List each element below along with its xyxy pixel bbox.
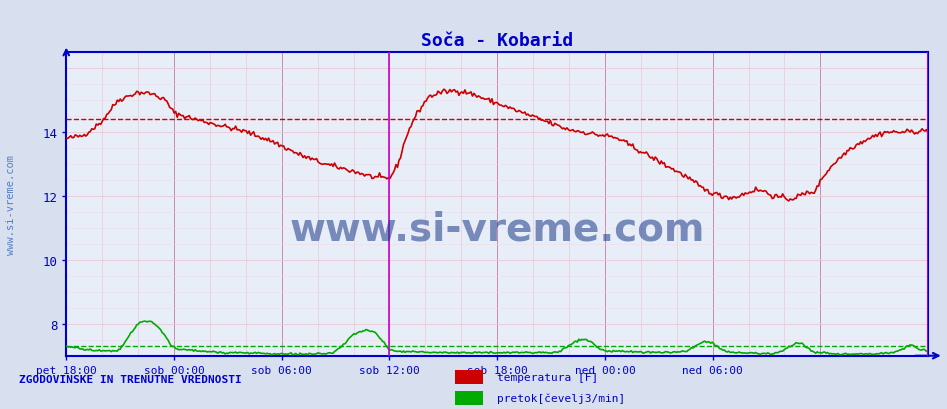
Text: temperatura [F]: temperatura [F] xyxy=(497,373,599,382)
Text: www.si-vreme.com: www.si-vreme.com xyxy=(7,155,16,254)
Text: ZGODOVINSKE IN TRENUTNE VREDNOSTI: ZGODOVINSKE IN TRENUTNE VREDNOSTI xyxy=(19,374,241,384)
Text: pretok[čevelj3/min]: pretok[čevelj3/min] xyxy=(497,393,625,403)
Bar xyxy=(455,391,483,405)
Bar xyxy=(455,370,483,384)
Title: Soča - Kobarid: Soča - Kobarid xyxy=(421,32,573,50)
Text: www.si-vreme.com: www.si-vreme.com xyxy=(290,210,705,248)
